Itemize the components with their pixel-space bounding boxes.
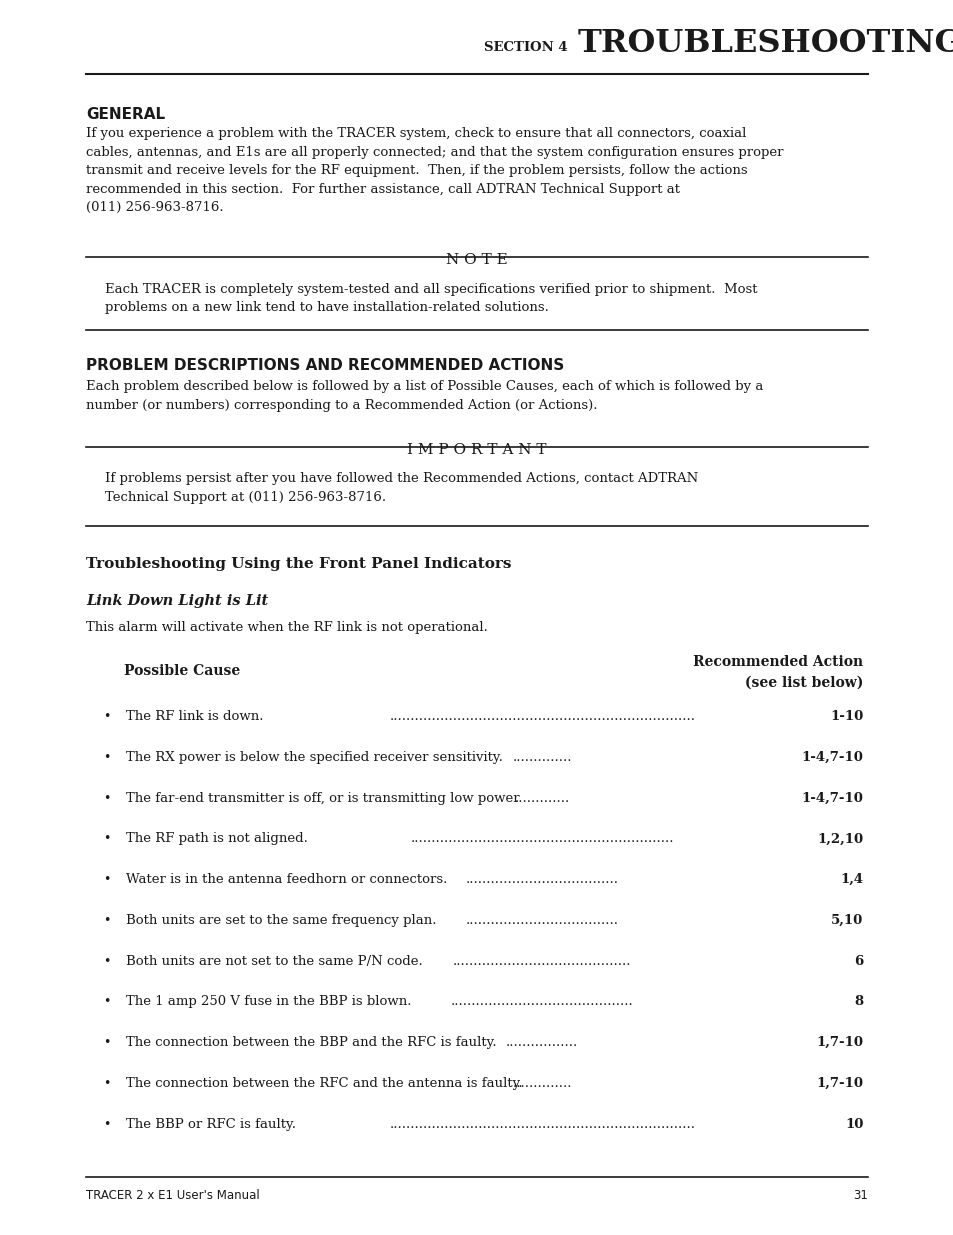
Text: Possible Cause: Possible Cause <box>124 664 240 678</box>
Text: N O T E: N O T E <box>446 253 507 267</box>
Text: This alarm will activate when the RF link is not operational.: This alarm will activate when the RF lin… <box>86 621 487 635</box>
Text: Link Down Light is Lit: Link Down Light is Lit <box>86 594 268 608</box>
Text: TROUBLESHOOTING: TROUBLESHOOTING <box>577 28 953 59</box>
Text: If problems persist after you have followed the Recommended Actions, contact ADT: If problems persist after you have follo… <box>105 472 698 504</box>
Text: ....................................: .................................... <box>465 873 618 887</box>
Text: ..............................................................: ........................................… <box>410 832 674 846</box>
Text: ........................................................................: ........................................… <box>389 710 695 724</box>
Text: 10: 10 <box>844 1118 862 1131</box>
Text: Both units are set to the same frequency plan.: Both units are set to the same frequency… <box>126 914 436 927</box>
Text: PROBLEM DESCRIPTIONS AND RECOMMENDED ACTIONS: PROBLEM DESCRIPTIONS AND RECOMMENDED ACT… <box>86 358 563 373</box>
Text: The RF link is down.: The RF link is down. <box>126 710 268 724</box>
Text: Water is in the antenna feedhorn or connectors.: Water is in the antenna feedhorn or conn… <box>126 873 451 887</box>
Text: ........................................................................: ........................................… <box>389 1118 695 1131</box>
Text: 1,7-10: 1,7-10 <box>816 1036 862 1050</box>
Text: •: • <box>103 1077 111 1091</box>
Text: .............: ............. <box>515 792 569 805</box>
Text: The 1 amp 250 V fuse in the BBP is blown.: The 1 amp 250 V fuse in the BBP is blown… <box>126 995 411 1009</box>
Text: ..............: .............. <box>512 1077 572 1091</box>
Text: 8: 8 <box>853 995 862 1009</box>
Text: I M P O R T A N T: I M P O R T A N T <box>407 443 546 457</box>
Text: 1-4,7-10: 1-4,7-10 <box>801 751 862 764</box>
Text: TRACER 2 x E1 User's Manual: TRACER 2 x E1 User's Manual <box>86 1189 259 1203</box>
Text: Each problem described below is followed by a list of Possible Causes, each of w: Each problem described below is followed… <box>86 380 762 412</box>
Text: •: • <box>103 832 111 846</box>
Text: The connection between the RFC and the antenna is faulty.: The connection between the RFC and the a… <box>126 1077 522 1091</box>
Text: 5,10: 5,10 <box>830 914 862 927</box>
Text: Troubleshooting Using the Front Panel Indicators: Troubleshooting Using the Front Panel In… <box>86 557 511 571</box>
Text: GENERAL: GENERAL <box>86 107 165 122</box>
Text: •: • <box>103 710 111 724</box>
Text: ..........................................: ........................................… <box>453 955 631 968</box>
Text: SECTION 4: SECTION 4 <box>483 41 567 54</box>
Text: (see list below): (see list below) <box>744 676 862 689</box>
Text: •: • <box>103 995 111 1009</box>
Text: 31: 31 <box>852 1189 867 1203</box>
Text: The BBP or RFC is faulty.: The BBP or RFC is faulty. <box>126 1118 300 1131</box>
Text: 1-10: 1-10 <box>829 710 862 724</box>
Text: 1-4,7-10: 1-4,7-10 <box>801 792 862 805</box>
Text: ...........................................: ........................................… <box>451 995 633 1009</box>
Text: .................: ................. <box>506 1036 578 1050</box>
Text: •: • <box>103 751 111 764</box>
Text: 1,7-10: 1,7-10 <box>816 1077 862 1091</box>
Text: 1,2,10: 1,2,10 <box>817 832 862 846</box>
Text: If you experience a problem with the TRACER system, check to ensure that all con: If you experience a problem with the TRA… <box>86 127 782 214</box>
Text: The RX power is below the specified receiver sensitivity.: The RX power is below the specified rece… <box>126 751 502 764</box>
Text: Recommended Action: Recommended Action <box>693 655 862 668</box>
Text: •: • <box>103 873 111 887</box>
Text: •: • <box>103 1118 111 1131</box>
Text: The connection between the BBP and the RFC is faulty.: The connection between the BBP and the R… <box>126 1036 496 1050</box>
Text: •: • <box>103 955 111 968</box>
Text: ..............: .............. <box>512 751 572 764</box>
Text: The far-end transmitter is off, or is transmitting low power: The far-end transmitter is off, or is tr… <box>126 792 519 805</box>
Text: The RF path is not aligned.: The RF path is not aligned. <box>126 832 312 846</box>
Text: •: • <box>103 792 111 805</box>
Text: 6: 6 <box>853 955 862 968</box>
Text: •: • <box>103 914 111 927</box>
Text: •: • <box>103 1036 111 1050</box>
Text: Both units are not set to the same P/N code.: Both units are not set to the same P/N c… <box>126 955 422 968</box>
Text: 1,4: 1,4 <box>840 873 862 887</box>
Text: Each TRACER is completely system-tested and all specifications verified prior to: Each TRACER is completely system-tested … <box>105 283 757 315</box>
Text: ....................................: .................................... <box>465 914 618 927</box>
